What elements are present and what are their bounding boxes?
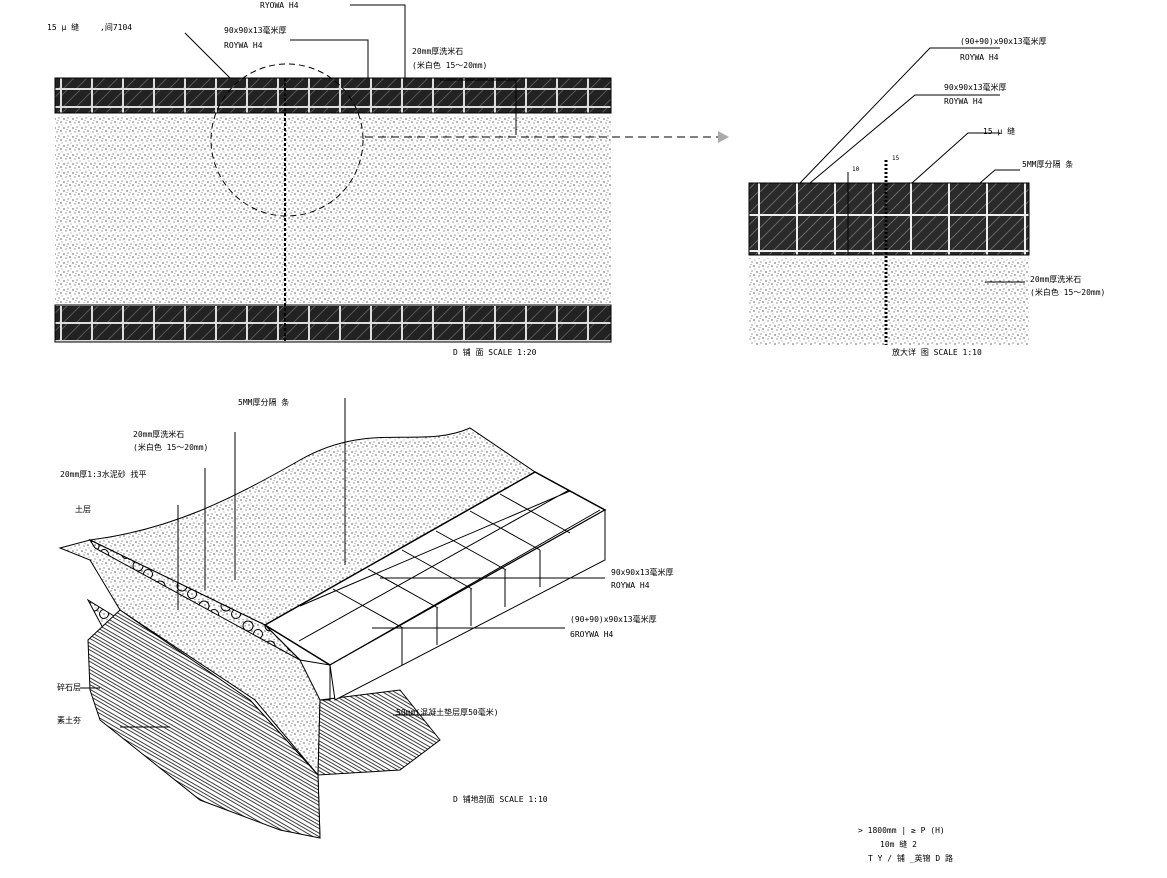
label: 5MM厚分隔 条 <box>1022 159 1073 169</box>
perspective-view: 5MM厚分隔 条 20mm厚洗米石 (米白色 15～20mm) 20mm厚1:3… <box>57 397 674 839</box>
label: 20mm厚洗米石 <box>133 429 184 439</box>
label: (米白色 15～20mm) <box>1030 287 1105 297</box>
label: 20mm厚洗米石 <box>1030 274 1081 284</box>
label: RYOWA H4 <box>260 1 299 10</box>
notes: > 1800mm | ≥ P (H) 10m 缝 2 T Y / 铺 _英锦 D… <box>858 826 953 863</box>
note: 10m 缝 2 <box>880 839 917 849</box>
label: 15 μ 缝 <box>983 126 1015 136</box>
label: 90x90x13毫米厚 <box>944 82 1007 92</box>
detail-view: (90+90)x90x13毫米厚 ROYWA H4 90x90x13毫米厚 RO… <box>748 36 1105 357</box>
note: T Y / 铺 _英锦 D 路 <box>868 853 953 863</box>
label: 20mm厚洗米石 <box>412 46 463 56</box>
label: 20mm厚1:3水泥砂 找平 <box>60 469 147 479</box>
note: > 1800mm | ≥ P (H) <box>858 826 945 835</box>
label: 6ROYWA H4 <box>570 630 614 639</box>
plan-view: 15 μ 缝 ,间7104 RYOWA H4 90x90x13毫米厚 ROYWA… <box>47 1 729 357</box>
label: 90x90x13毫米厚 <box>224 25 287 35</box>
label: 土层 <box>75 504 91 514</box>
label: 15 μ 缝 <box>47 22 79 32</box>
label: ROYWA H4 <box>944 97 983 106</box>
label: 素土夯 <box>57 715 81 725</box>
label: ,间7104 <box>100 23 132 32</box>
label: (90+90)x90x13毫米厚 <box>570 614 657 624</box>
label: 碎石层 <box>57 682 81 692</box>
label: ROYWA H4 <box>960 53 999 62</box>
label: (90+90)x90x13毫米厚 <box>960 36 1047 46</box>
label: ROYWA H4 <box>611 581 650 590</box>
label: (米白色 15～20mm) <box>412 60 487 70</box>
caption: 放大详 图 SCALE 1:10 <box>892 347 982 357</box>
dimension: 10 <box>852 166 860 173</box>
label: ROYWA H4 <box>224 41 263 50</box>
label: (米白色 15～20mm) <box>133 442 208 452</box>
label: 5MM厚分隔 条 <box>238 397 289 407</box>
label: 90x90x13毫米厚 <box>611 567 674 577</box>
label: 50mm(混凝土垫层厚50毫米) <box>396 707 499 717</box>
caption: D 铺地剖面 SCALE 1:10 <box>453 794 548 804</box>
dimension: 15 <box>892 155 900 162</box>
caption: D 铺 面 SCALE 1:20 <box>453 347 537 357</box>
